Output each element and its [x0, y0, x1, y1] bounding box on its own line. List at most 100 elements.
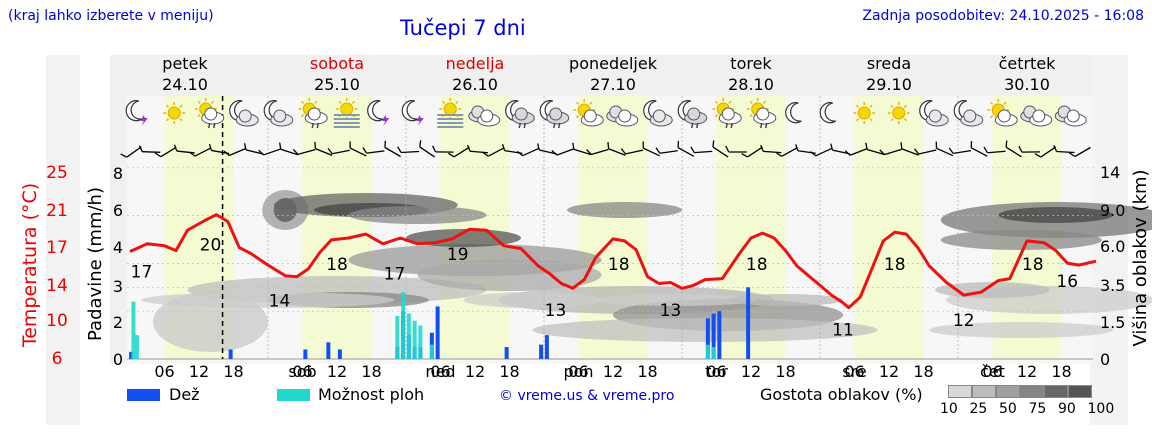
wind-feather — [572, 142, 575, 150]
temperature-label: 16 — [1056, 272, 1078, 292]
wind-feather — [586, 149, 592, 155]
wind-barb-icon — [607, 142, 626, 156]
showers-legend-swatch — [277, 389, 310, 401]
x-tick-label: 06 — [292, 362, 312, 381]
cloud-icon — [606, 105, 639, 127]
wind-barb-icon — [432, 145, 454, 153]
x-tick-label: 12 — [603, 362, 623, 381]
x-tick-label: 06 — [982, 362, 1002, 381]
x-day-label: pon — [563, 362, 593, 381]
wind-barb-icon — [948, 147, 971, 155]
day-name: nedelja — [446, 54, 505, 73]
credit-link[interactable]: © vreme.us & vreme.pro — [499, 388, 675, 404]
cloud-density-legend-title: Gostota oblakov (%) — [760, 385, 923, 404]
wind-shaft — [160, 146, 177, 158]
sun-ray — [989, 115, 994, 119]
cloud-puff — [652, 109, 666, 123]
night-storm-icon — [125, 100, 148, 126]
wind-shaft — [987, 150, 1006, 154]
showers-bar — [429, 344, 434, 359]
cloud-density-patch — [595, 294, 757, 306]
wind-barb-icon — [970, 141, 988, 157]
wind-shaft — [866, 148, 885, 156]
wind-barb-icon — [1053, 145, 1075, 154]
wind-barb-icon — [620, 148, 644, 155]
wind-feather — [208, 143, 213, 151]
wind-feather — [537, 143, 540, 151]
wind-shaft — [522, 147, 540, 157]
cloud-density-swatch — [1068, 385, 1092, 398]
wind-feather — [314, 141, 317, 149]
wind-feather — [760, 144, 764, 152]
wind-barb-icon — [1068, 146, 1091, 158]
temperature-label: 13 — [660, 301, 682, 321]
showers-bar — [406, 313, 411, 359]
x-day-label: čet — [980, 362, 1005, 381]
wind-shaft — [487, 147, 505, 157]
moon-icon — [819, 102, 837, 124]
wind-barb-icon — [725, 145, 747, 153]
wind-feather — [384, 140, 387, 148]
rain-drop — [558, 122, 561, 129]
sun-ray — [903, 104, 908, 108]
wind-barb-icon — [292, 148, 316, 155]
moon-shape — [125, 100, 143, 122]
rain-drop — [696, 122, 699, 129]
cloud-density-patch — [728, 294, 843, 306]
temperature-label: 18 — [326, 255, 348, 275]
sun-ray — [455, 100, 459, 104]
sun-cloud-icon — [573, 99, 604, 127]
sun-rain-icon — [298, 98, 328, 129]
wind-barb-icon — [419, 140, 436, 158]
cloud-density-patch — [348, 206, 487, 224]
sun-disc — [340, 102, 354, 116]
cloud-height-axis-title: Višina oblakov (km) — [1130, 169, 1151, 346]
rain-drop — [730, 122, 733, 129]
x-tick-label: 06 — [568, 362, 588, 381]
sun-ray — [165, 118, 170, 122]
wind-feather — [1068, 152, 1076, 158]
sun-ray — [338, 100, 342, 104]
lightning-bolt — [382, 115, 390, 126]
wind-feather — [1053, 145, 1058, 152]
rain-bar — [435, 306, 440, 359]
temperature-label: 17 — [131, 263, 153, 283]
wind-feather — [397, 146, 402, 153]
wind-barb-icon — [138, 145, 161, 153]
wind-feather — [741, 152, 748, 158]
x-day-label: ned — [425, 362, 455, 381]
location-menu-hint[interactable]: (kraj lahko izberete v meniju) — [8, 8, 214, 24]
rain-drop — [213, 122, 216, 129]
temperature-label: 14 — [269, 292, 291, 312]
precipitation-tick: 4 — [113, 238, 123, 257]
cloud-height-tick: 0 — [1100, 350, 1110, 369]
moon-shape — [819, 102, 837, 124]
x-tick-label: 12 — [327, 362, 347, 381]
rain-bar — [705, 318, 710, 359]
wind-shaft — [400, 150, 420, 154]
wind-feather — [712, 140, 715, 148]
sun-disc — [857, 106, 871, 120]
x-tick-label: 06 — [706, 362, 726, 381]
sun-ray — [210, 100, 215, 104]
wind-barb-icon — [482, 147, 505, 157]
rain-drop — [316, 122, 319, 129]
moon-shape — [367, 100, 384, 122]
rain-drop — [760, 122, 763, 129]
cloud-puff — [514, 107, 528, 121]
wind-feather — [482, 151, 489, 157]
wind-shaft — [469, 150, 489, 154]
sun-ray — [855, 104, 860, 108]
wind-shaft — [677, 147, 695, 157]
rain-bar — [337, 349, 342, 359]
rain-drop — [311, 122, 314, 129]
sun-ray — [749, 114, 753, 118]
wind-shaft — [280, 148, 299, 156]
wind-shaft — [349, 147, 367, 157]
wind-barb-icon — [349, 141, 367, 157]
wind-shaft — [142, 151, 161, 153]
wind-shaft — [849, 148, 868, 156]
showers-bar — [401, 292, 406, 359]
day-date: 29.10 — [866, 75, 912, 94]
temperature-tick: 21 — [46, 201, 68, 221]
